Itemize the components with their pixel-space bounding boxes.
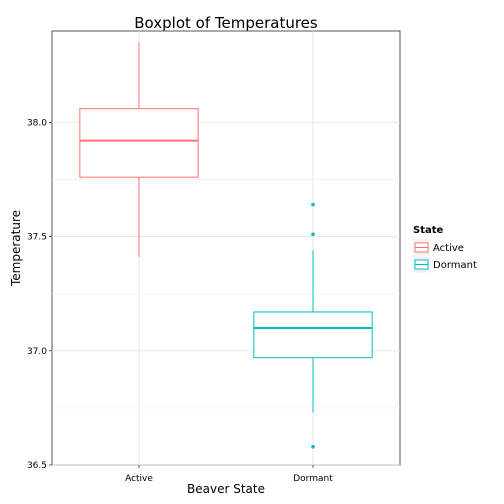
y-tick-label: 36.5 (27, 461, 47, 471)
y-tick-label: 37.5 (27, 233, 47, 243)
legend-label: Dormant (433, 260, 477, 271)
x-axis-ticks: Active Dormant (125, 465, 333, 484)
outlier-point (311, 444, 315, 449)
legend-title: State (413, 225, 444, 236)
box-iqr (79, 108, 199, 178)
legend: State Active Dormant (412, 225, 477, 274)
y-tick-label: 38.0 (27, 118, 47, 128)
x-axis-title: Beaver State (187, 482, 265, 496)
box-group (79, 42, 373, 449)
plot-panel (51, 30, 401, 466)
box-active (79, 42, 199, 258)
y-tick-label: 37.0 (27, 347, 47, 357)
y-axis-ticks: 36.5 37.0 37.5 38.0 (27, 118, 52, 471)
outlier-point (311, 232, 315, 237)
x-tick-label: Active (125, 474, 153, 484)
box-dormant (253, 202, 373, 449)
legend-label: Active (433, 243, 464, 254)
x-tick-label: Dormant (293, 474, 333, 484)
outlier-point (311, 202, 315, 207)
chart-title: Boxplot of Temperatures (134, 14, 318, 32)
y-axis-title: Temperature (9, 210, 23, 287)
box-iqr (253, 311, 373, 359)
